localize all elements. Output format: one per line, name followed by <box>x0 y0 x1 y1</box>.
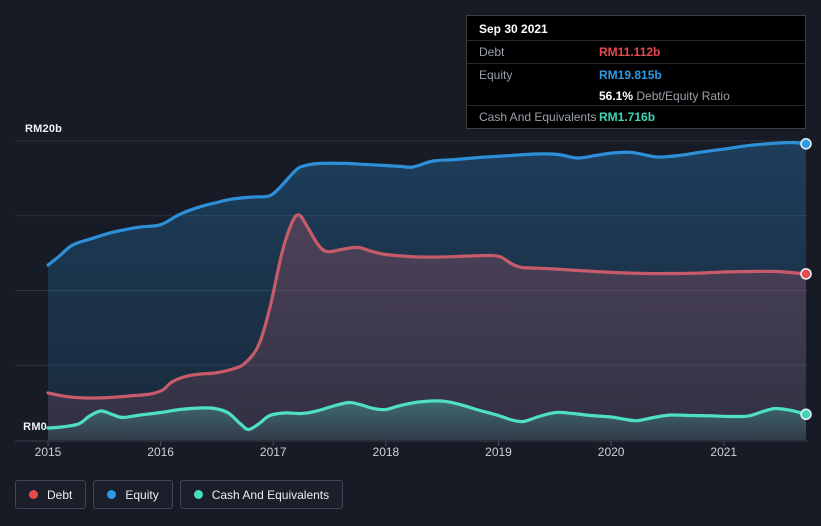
equity-dot-icon <box>107 490 117 499</box>
x-axis-year-label-2020: 2020 <box>597 445 625 459</box>
tooltip-debt-row: Debt RM11.112b <box>467 40 805 63</box>
tooltip-cash-value: RM1.716b <box>599 110 656 124</box>
tooltip-ratio-label: Debt/Equity Ratio <box>636 88 730 103</box>
tooltip-ratio-row: 56.1% Debt/Equity Ratio <box>467 86 805 105</box>
tooltip-equity-row: Equity RM19.815b <box>467 63 805 86</box>
x-axis-year-label-2017: 2017 <box>259 445 287 459</box>
x-axis-year-label-2021: 2021 <box>710 445 738 459</box>
legend-item-debt[interactable]: Debt <box>15 480 87 509</box>
y-axis-label-top: RM20b <box>25 123 63 135</box>
y-axis-label-bottom: RM0 <box>23 421 47 433</box>
chart-tooltip: Sep 30 2021 Debt RM11.112b Equity RM19.8… <box>466 15 806 129</box>
equity-end-dot <box>800 138 812 150</box>
legend-label-debt: Debt <box>47 487 73 502</box>
tooltip-equity-label: Equity <box>479 68 513 82</box>
debt-area <box>48 214 806 440</box>
tooltip-ratio-percent: 56.1% <box>599 88 634 103</box>
debt-line <box>46 213 808 400</box>
equity-line <box>46 140 808 267</box>
debt-end-dot <box>800 268 812 280</box>
x-axis-year-label-2016: 2016 <box>147 445 174 459</box>
tooltip-date: Sep 30 2021 <box>479 22 548 36</box>
tooltip-cash-label: Cash And Equivalents <box>479 110 597 124</box>
chart-legend: Debt Equity Cash And Equivalents <box>15 480 344 509</box>
tooltip-equity-value: RM19.815b <box>599 68 662 82</box>
tooltip-debt-value: RM11.112b <box>599 45 661 59</box>
tooltip-debt-label: Debt <box>479 45 505 59</box>
legend-item-cash[interactable]: Cash And Equivalents <box>179 480 344 509</box>
cash-area <box>48 400 806 440</box>
debt-dot-icon <box>29 490 38 499</box>
legend-item-equity[interactable]: Equity <box>93 480 173 509</box>
cash-end-dot <box>800 408 812 421</box>
legend-label-cash: Cash And Equivalents <box>211 487 330 502</box>
x-axis-year-label-2019: 2019 <box>485 445 512 459</box>
x-axis-year-label-2018: 2018 <box>372 445 400 459</box>
x-axis-year-label-2015: 2015 <box>34 445 62 459</box>
legend-label-equity: Equity <box>125 487 159 502</box>
cash-line <box>46 399 808 432</box>
tooltip-cash-row: Cash And Equivalents RM1.716b <box>467 105 805 128</box>
cash-dot-icon <box>193 490 203 499</box>
